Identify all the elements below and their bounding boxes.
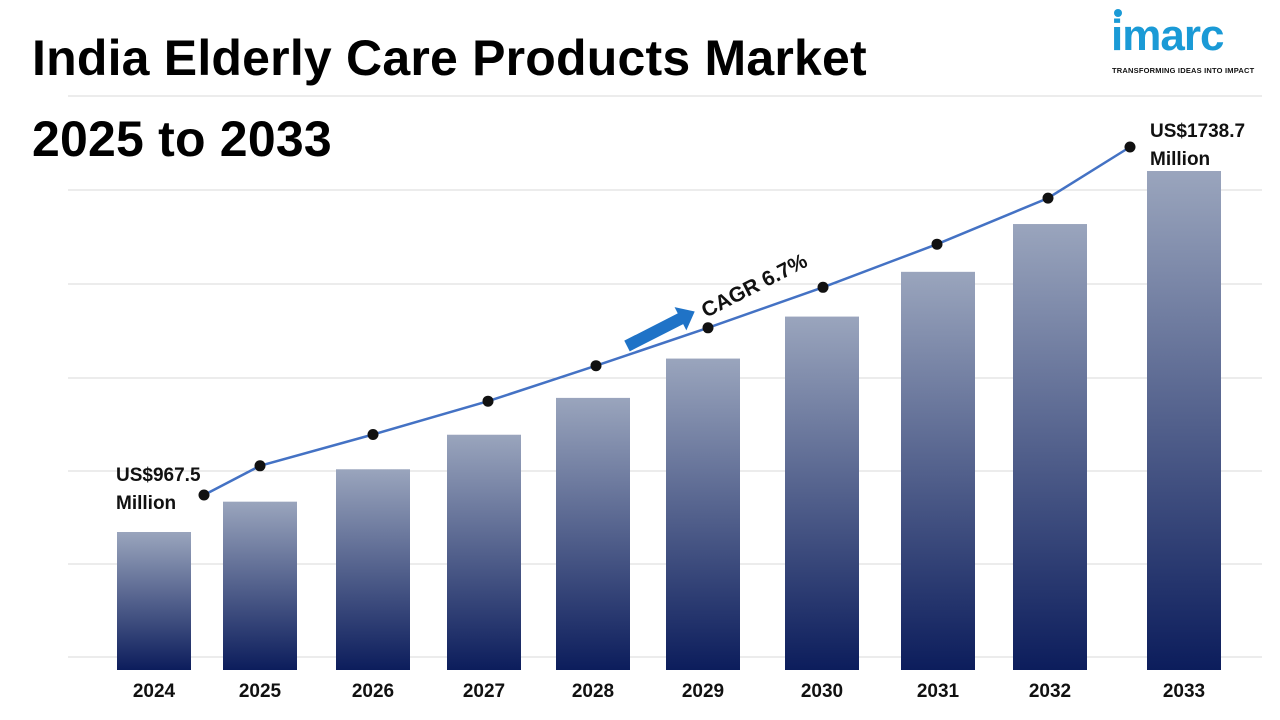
bar-2033 bbox=[1147, 171, 1221, 670]
trend-point-2028 bbox=[590, 360, 602, 372]
arrow-shape bbox=[624, 307, 695, 352]
x-tick-2030: 2030 bbox=[801, 681, 843, 702]
trend-point-2024 bbox=[198, 489, 210, 501]
cagr-arrow-group bbox=[624, 307, 695, 352]
bar-2024 bbox=[117, 532, 191, 670]
title-line-2: 2025 to 2033 bbox=[32, 111, 332, 167]
start-value-label: US$967.5 bbox=[116, 465, 201, 486]
trend-point-2029 bbox=[702, 322, 714, 334]
x-tick-2033: 2033 bbox=[1163, 681, 1205, 702]
trend-point-2030 bbox=[817, 281, 829, 293]
bar-2027 bbox=[447, 434, 521, 670]
end-value-label: US$1738.7 bbox=[1150, 121, 1245, 142]
logo-tagline: TRANSFORMING IDEAS INTO IMPACT bbox=[1112, 66, 1255, 75]
x-tick-2025: 2025 bbox=[239, 681, 282, 702]
trend-line bbox=[203, 145, 1131, 497]
x-tick-2031: 2031 bbox=[917, 681, 960, 702]
x-tick-labels: 2024 2025 2026 2027 2028 2029 2030 2031 2032 2033 bbox=[133, 681, 1205, 702]
logo-wordmark: imarc bbox=[1111, 11, 1224, 60]
x-tick-2024: 2024 bbox=[133, 681, 176, 702]
x-tick-2028: 2028 bbox=[572, 681, 614, 702]
x-tick-2029: 2029 bbox=[682, 681, 724, 702]
trend-point-2033 bbox=[1124, 141, 1136, 153]
bar-2026 bbox=[336, 469, 410, 670]
bar-2025 bbox=[223, 501, 297, 670]
trend-line-group bbox=[198, 141, 1136, 501]
bar-2029 bbox=[666, 358, 740, 670]
logo-dot-icon bbox=[1114, 9, 1122, 17]
bar-2032 bbox=[1013, 224, 1087, 670]
bars bbox=[117, 171, 1221, 670]
cagr-arrow-icon bbox=[624, 307, 695, 352]
bar-2028 bbox=[556, 397, 630, 670]
title-line-1: India Elderly Care Products Market bbox=[32, 30, 867, 86]
imarc-logo: imarc TRANSFORMING IDEAS INTO IMPACT bbox=[1111, 6, 1276, 78]
trend-point-2027 bbox=[482, 395, 494, 407]
trend-point-2025 bbox=[254, 460, 266, 472]
start-value-unit: Million bbox=[116, 493, 176, 514]
x-tick-2032: 2032 bbox=[1029, 681, 1071, 702]
bar-2030 bbox=[785, 316, 859, 670]
end-value-unit: Million bbox=[1150, 149, 1210, 170]
x-tick-2027: 2027 bbox=[463, 681, 505, 702]
x-tick-2026: 2026 bbox=[352, 681, 394, 702]
trend-point-2026 bbox=[367, 429, 379, 440]
trend-point-2032 bbox=[1042, 192, 1054, 204]
trend-point-2031 bbox=[931, 238, 943, 250]
page-title: India Elderly Care Products Market 2025 … bbox=[32, 18, 867, 180]
bar-2031 bbox=[901, 271, 975, 670]
